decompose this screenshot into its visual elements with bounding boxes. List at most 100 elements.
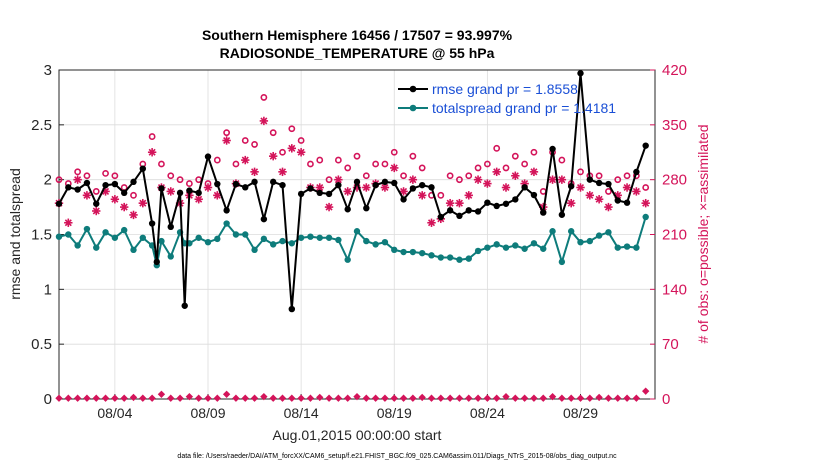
possible-obs-marker (502, 164, 510, 172)
totalspread-point (372, 241, 379, 248)
assimilated-obs-marker (455, 198, 464, 208)
legend-rmse-label: rmse grand pr = 1.8558 (432, 81, 578, 97)
rejected-obs-marker (344, 394, 352, 402)
rmse-point (530, 191, 538, 199)
star-stroke (390, 164, 398, 172)
possible-obs-marker (307, 160, 314, 168)
possible-obs-marker (390, 148, 398, 156)
assimilated-obs-marker (464, 191, 473, 200)
assimilated-obs-marker (408, 175, 418, 184)
totalspread-point (428, 252, 435, 259)
possible-obs-marker (362, 172, 370, 180)
assimilated-obs-marker (399, 187, 408, 196)
possible-obs-marker (623, 172, 631, 180)
rmse-point (391, 179, 398, 187)
possible-obs-marker (530, 148, 538, 156)
rmse-point (325, 190, 333, 198)
possible-obs-marker (353, 152, 361, 160)
star-stroke (260, 117, 268, 125)
rejected-obs-marker (437, 394, 445, 402)
rmse-point (437, 213, 445, 221)
possible-obs-marker (241, 137, 249, 144)
rmse-point (251, 178, 258, 186)
rmse-point (456, 212, 463, 220)
possible-obs-marker (474, 164, 482, 172)
star-stroke (418, 191, 426, 199)
possible-obs-marker (130, 191, 137, 199)
totalspread-point (642, 213, 649, 221)
star-stroke (511, 172, 519, 180)
assimilated-obs-marker (576, 183, 585, 192)
rmse-point (102, 181, 109, 189)
assimilated-obs-marker (483, 179, 492, 188)
rejected-obs-marker (120, 394, 128, 402)
rejected-obs-marker (642, 387, 650, 395)
totalspread-point (521, 245, 528, 252)
assimilated-obs-marker (501, 183, 511, 192)
possible-obs-marker (465, 172, 473, 180)
rmse-point (558, 211, 566, 218)
rejected-obs-marker (632, 394, 641, 402)
assimilated-obs-marker (343, 187, 352, 196)
totalspread-point (232, 231, 240, 238)
possible-obs-marker (279, 148, 286, 156)
y-tick-label-left: 0 (44, 391, 52, 408)
rmse-point (223, 207, 230, 214)
possible-obs-marker (158, 160, 165, 168)
totalspread-point (540, 245, 547, 252)
rejected-obs-marker (185, 392, 194, 401)
assimilated-obs-marker (222, 136, 231, 145)
possible-obs-marker (381, 160, 389, 168)
assimilated-obs-marker (166, 187, 175, 196)
assimilated-obs-marker (268, 151, 278, 161)
assimilated-obs-marker (417, 191, 427, 200)
rmse-point (474, 208, 482, 215)
rejected-obs-marker (325, 394, 333, 402)
star-stroke (223, 136, 231, 145)
totalspread-point (65, 231, 72, 238)
totalspread-point (214, 235, 221, 243)
possible-obs-marker (483, 160, 491, 168)
possible-obs-marker (372, 160, 380, 168)
rmse-point (493, 202, 500, 210)
data-file-footer: data file: /Users/raeder/DAI/ATM_forcXX/… (177, 453, 617, 460)
rmse-point (214, 180, 221, 188)
assimilated-obs-marker (129, 210, 138, 220)
totalspread-point (288, 240, 296, 247)
rmse-point (130, 178, 137, 186)
star-stroke (558, 176, 566, 184)
star-stroke (493, 168, 501, 176)
rejected-obs-marker (595, 393, 603, 402)
assimilated-obs-marker (604, 202, 613, 212)
rejected-obs-marker (427, 394, 436, 402)
rejected-obs-marker (101, 394, 110, 402)
assimilated-obs-marker (632, 187, 641, 196)
rmse-point (549, 145, 556, 153)
rejected-obs-marker (297, 394, 305, 402)
rejected-obs-marker (614, 394, 622, 402)
assimilated-obs-marker (296, 148, 306, 157)
rejected-obs-marker (73, 394, 82, 402)
totalspread-point (242, 231, 249, 238)
assimilated-obs-marker (92, 206, 101, 216)
axis-ticks: 0 0 0.5 70 1 140 1.5 210 2 280 2.5 350 3 420 08/04 08/0… (31, 62, 687, 421)
rmse-point (567, 183, 575, 190)
rmse-point (153, 258, 160, 266)
totalspread-point (93, 244, 100, 251)
rejected-obs-marker (399, 394, 408, 402)
possible-obs-marker (213, 156, 221, 164)
rejected-obs-marker (520, 394, 529, 402)
rmse-point (614, 197, 621, 204)
possible-obs-marker (446, 172, 454, 180)
rejected-obs-marker (195, 394, 203, 402)
rejected-obs-marker (511, 394, 519, 402)
possible-obs-marker (595, 172, 603, 180)
star-stroke (642, 199, 650, 207)
series-layer (54, 70, 650, 402)
possible-obs-marker (614, 176, 622, 184)
possible-obs-marker (260, 94, 268, 101)
rmse-point (260, 215, 268, 223)
star-stroke (120, 203, 128, 211)
y-axis-label-left: rmse and totalspread (7, 168, 23, 300)
rmse-point (623, 199, 631, 206)
